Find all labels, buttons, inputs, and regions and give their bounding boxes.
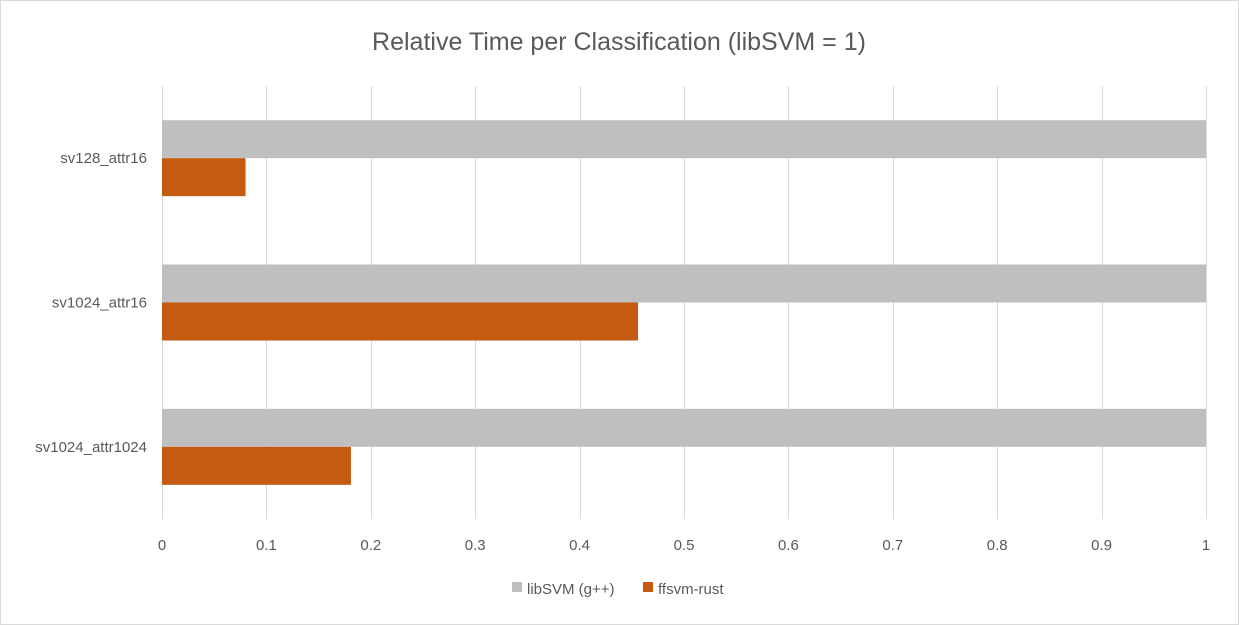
x-tick-label: 0: [158, 537, 166, 554]
bars: [162, 120, 1206, 485]
x-tick-label: 0.5: [674, 537, 695, 554]
bar-ffsvm-0: [162, 158, 246, 197]
x-tick-label: 0.8: [987, 537, 1008, 554]
category-labels: sv128_attr16 sv1024_attr16 sv1024_attr1024: [35, 150, 147, 456]
category-label: sv1024_attr16: [52, 295, 147, 312]
legend-label: ffsvm-rust: [658, 581, 724, 598]
x-tick-labels: 0 0.1 0.2 0.3 0.4 0.5 0.6 0.7 0.8 0.9 1: [158, 537, 1210, 554]
x-tick-label: 0.2: [360, 537, 381, 554]
legend: libSVM (g++) ffsvm-rust: [512, 581, 724, 598]
bar-ffsvm-2: [162, 446, 351, 485]
x-tick-label: 0.4: [569, 537, 590, 554]
chart-title: Relative Time per Classification (libSVM…: [372, 28, 866, 56]
bar-libsvm-1: [162, 264, 1206, 303]
x-tick-label: 0.6: [778, 537, 799, 554]
category-label: sv128_attr16: [60, 150, 147, 167]
legend-label: libSVM (g++): [527, 581, 615, 598]
x-tick-label: 1: [1202, 537, 1210, 554]
x-tick-label: 0.1: [256, 537, 277, 554]
bar-ffsvm-1: [162, 302, 639, 341]
x-tick-label: 0.3: [465, 537, 486, 554]
bar-libsvm-0: [162, 120, 1206, 159]
bar-libsvm-2: [162, 408, 1206, 447]
legend-swatch: [643, 582, 653, 592]
legend-swatch: [512, 582, 522, 592]
category-label: sv1024_attr1024: [35, 439, 147, 456]
x-tick-label: 0.7: [882, 537, 903, 554]
x-tick-label: 0.9: [1091, 537, 1112, 554]
